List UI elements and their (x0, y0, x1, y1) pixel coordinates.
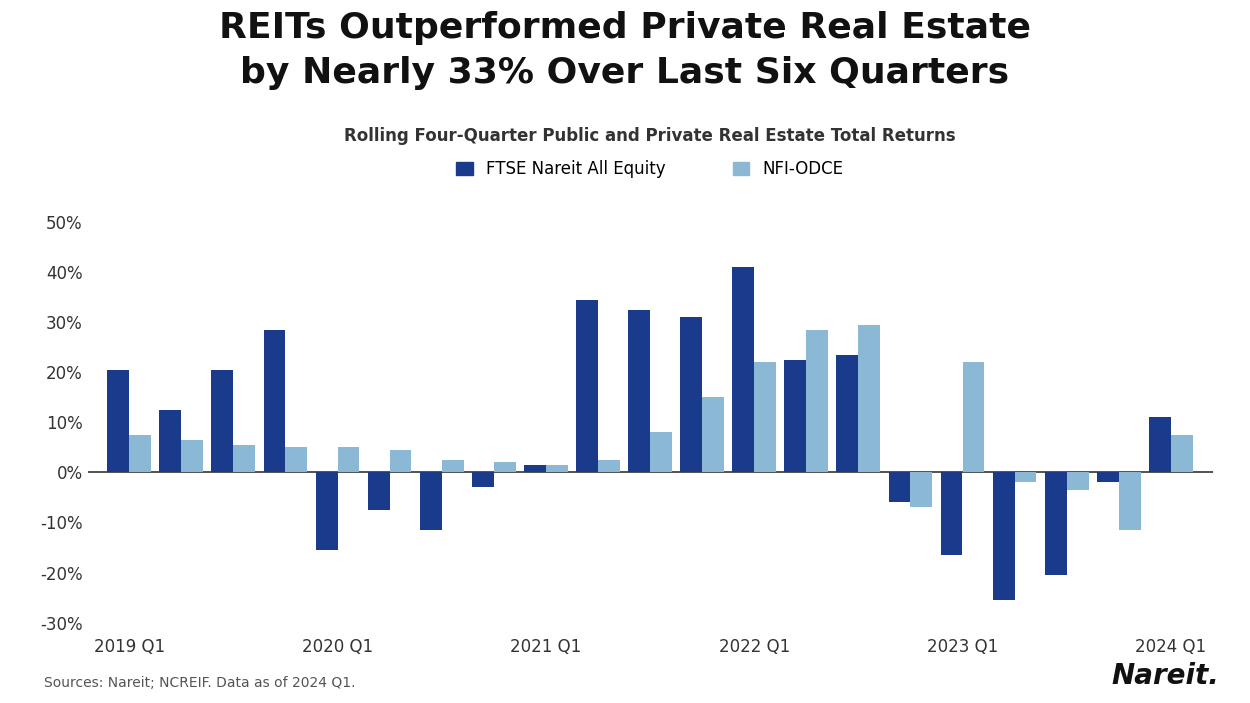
Bar (650, 432, 672, 472)
Bar (264, 330, 285, 472)
Bar (494, 463, 516, 472)
Bar (680, 317, 702, 472)
Bar (129, 435, 151, 472)
Bar (107, 370, 129, 472)
Bar (1045, 472, 1066, 575)
Bar (472, 472, 494, 487)
Bar (368, 472, 390, 510)
Text: Nareit.: Nareit. (1111, 662, 1219, 690)
Bar (390, 450, 411, 472)
Bar (992, 472, 1015, 600)
Bar (859, 325, 880, 472)
Bar (836, 354, 859, 472)
Bar (546, 465, 568, 472)
Bar (234, 445, 255, 472)
Bar (338, 447, 360, 472)
Bar (576, 299, 598, 472)
Bar (598, 460, 620, 472)
Bar (1119, 472, 1141, 530)
Bar (420, 472, 441, 530)
Bar (211, 370, 234, 472)
Bar (962, 362, 985, 472)
Bar (160, 410, 181, 472)
Bar (1066, 472, 1089, 490)
Bar (1096, 472, 1119, 482)
Bar (315, 472, 338, 550)
Text: REITs Outperformed Private Real Estate: REITs Outperformed Private Real Estate (219, 11, 1031, 44)
Bar (754, 362, 776, 472)
Bar (628, 309, 650, 472)
Bar (441, 460, 464, 472)
Bar (1171, 435, 1192, 472)
Bar (181, 440, 203, 472)
Text: Sources: Nareit; NCREIF. Data as of 2024 Q1.: Sources: Nareit; NCREIF. Data as of 2024… (44, 676, 355, 690)
Bar (910, 472, 932, 508)
Bar (889, 472, 910, 503)
Legend: FTSE Nareit All Equity, NFI-ODCE: FTSE Nareit All Equity, NFI-ODCE (451, 155, 849, 183)
Bar (806, 330, 828, 472)
Text: by Nearly 33% Over Last Six Quarters: by Nearly 33% Over Last Six Quarters (240, 56, 1010, 90)
Title: Rolling Four-Quarter Public and Private Real Estate Total Returns: Rolling Four-Quarter Public and Private … (344, 127, 956, 146)
Bar (703, 397, 724, 472)
Bar (285, 447, 308, 472)
Bar (1149, 418, 1171, 472)
Bar (524, 465, 546, 472)
Bar (1015, 472, 1036, 482)
Bar (940, 472, 962, 555)
Bar (784, 360, 806, 472)
Bar (732, 267, 754, 472)
